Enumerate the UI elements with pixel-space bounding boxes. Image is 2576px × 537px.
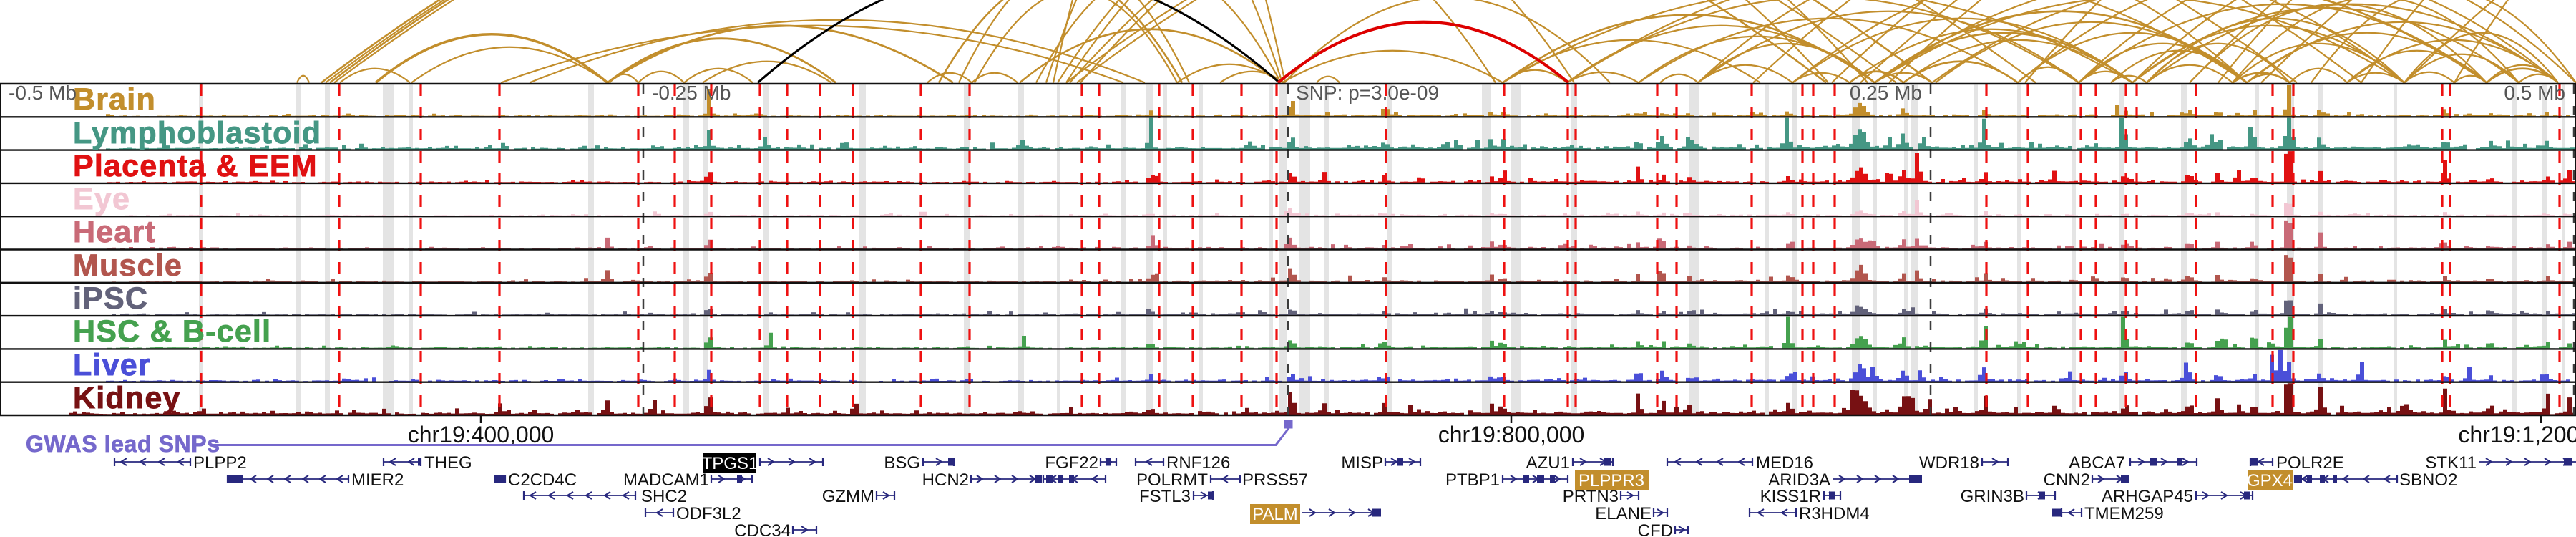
svg-text:POLRMT: POLRMT [1136,470,1208,490]
svg-text:SNP: p=3.0e-09: SNP: p=3.0e-09 [1296,82,1439,104]
svg-text:ELANE: ELANE [1595,504,1652,523]
svg-text:PRSS57: PRSS57 [1242,470,1308,490]
svg-text:PALM: PALM [1252,505,1298,524]
svg-text:-0.5 Mb: -0.5 Mb [9,82,77,104]
svg-text:Muscle: Muscle [73,248,182,283]
svg-text:SBNO2: SBNO2 [2399,470,2457,490]
svg-text:ARHGAP45: ARHGAP45 [2102,487,2193,506]
svg-text:GPX4: GPX4 [2247,471,2293,490]
svg-text:WDR18: WDR18 [1919,453,1979,473]
svg-text:GWAS lead SNPs: GWAS lead SNPs [26,431,220,457]
svg-text:POLR2E: POLR2E [2276,453,2344,473]
svg-text:MISP: MISP [1341,453,1383,473]
svg-text:chr19:800,000: chr19:800,000 [1438,422,1585,448]
svg-text:CFD: CFD [1638,521,1673,537]
svg-text:-0.25 Mb: -0.25 Mb [652,82,731,104]
svg-text:PRTN3: PRTN3 [1563,487,1619,506]
svg-text:Kidney: Kidney [73,381,181,415]
svg-text:AZU1: AZU1 [1526,453,1570,473]
svg-text:ABCA7: ABCA7 [2069,453,2125,473]
svg-text:FSTL3: FSTL3 [1139,487,1191,506]
svg-text:MED16: MED16 [1756,453,1813,473]
svg-text:0.5 Mb: 0.5 Mb [2504,82,2565,104]
svg-text:CNN2: CNN2 [2044,470,2090,490]
svg-text:PTBP1: PTBP1 [1445,470,1500,490]
svg-text:MADCAM1: MADCAM1 [623,470,709,490]
svg-text:Eye: Eye [73,182,130,216]
svg-text:chr19:1,200,000: chr19:1,200,000 [2458,422,2576,448]
svg-text:HCN2: HCN2 [922,470,969,490]
svg-text:PLPP2: PLPP2 [193,453,247,473]
svg-text:Brain: Brain [73,82,156,117]
svg-text:R3HDM4: R3HDM4 [1799,504,1870,523]
svg-text:PLPPR3: PLPPR3 [1579,471,1644,490]
svg-text:Liver: Liver [73,348,151,382]
svg-text:TPGS1: TPGS1 [702,454,758,473]
svg-text:FGF22: FGF22 [1045,453,1098,473]
svg-text:ODF3L2: ODF3L2 [676,504,741,523]
svg-text:Lymphoblastoid: Lymphoblastoid [73,116,321,150]
svg-text:GRIN3B: GRIN3B [1961,487,2024,506]
svg-text:0.25 Mb: 0.25 Mb [1850,82,1922,104]
svg-text:BSG: BSG [884,453,920,473]
svg-text:KISS1R: KISS1R [1760,487,1821,506]
svg-text:C2CD4C: C2CD4C [508,470,577,490]
svg-text:GZMM: GZMM [822,487,874,506]
svg-text:CDC34: CDC34 [734,521,791,537]
svg-text:SHC2: SHC2 [641,487,687,506]
svg-text:iPSC: iPSC [73,281,148,316]
svg-text:Heart: Heart [73,215,156,249]
svg-text:RNF126: RNF126 [1166,453,1230,473]
svg-text:chr19:400,000: chr19:400,000 [408,422,555,448]
svg-text:HSC & B-cell: HSC & B-cell [73,314,271,349]
svg-text:Placenta & EEM: Placenta & EEM [73,149,318,183]
svg-text:STK11: STK11 [2425,453,2477,473]
svg-text:MIER2: MIER2 [351,470,404,490]
svg-text:THEG: THEG [424,453,472,473]
svg-text:TMEM259: TMEM259 [2084,504,2164,523]
svg-text:ARID3A: ARID3A [1768,470,1830,490]
